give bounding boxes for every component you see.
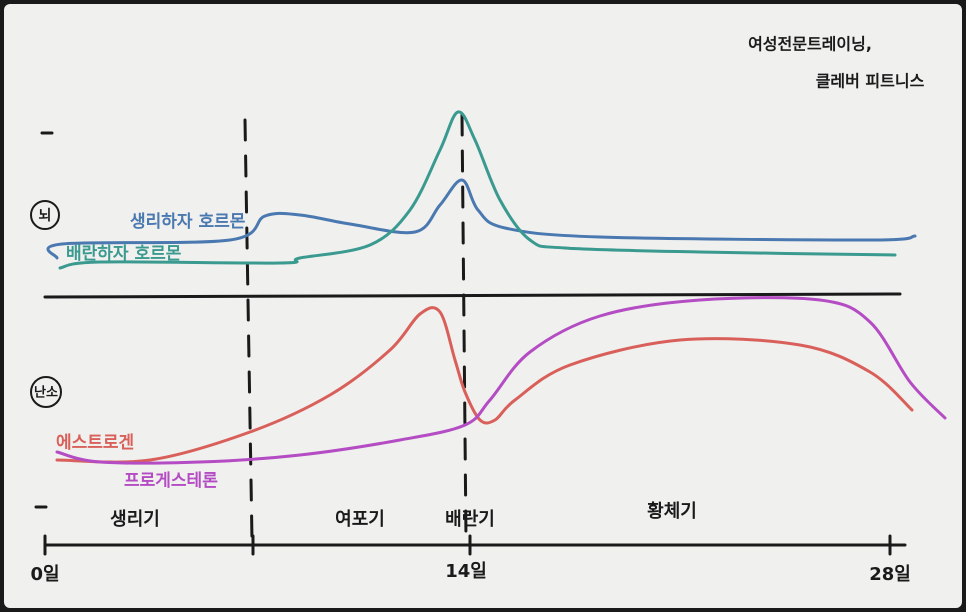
brand: 여성전문트레이닝, (748, 35, 872, 54)
circle (30, 200, 60, 230)
phase-label: 여포기 (335, 509, 385, 530)
curve-label: 프로게스테론 (124, 471, 218, 491)
axis-label: 0일 (30, 564, 59, 585)
hormone-curve (55, 306, 914, 464)
hormone-curve (55, 296, 947, 465)
curve-label: 배란하자 호르몬 (66, 244, 182, 264)
axis-label: 14일 (445, 561, 487, 582)
curve-label: 에스트로겐 (56, 433, 134, 453)
phase-label: 황체기 (647, 501, 697, 522)
divider (43, 292, 902, 299)
section-label: 난소 (34, 386, 58, 401)
axis-label: 28일 (869, 564, 911, 585)
phase-divider (460, 113, 468, 542)
paper (4, 4, 962, 608)
hormone-curve (46, 178, 917, 260)
axes (30, 113, 907, 556)
hormone-curve (58, 110, 897, 270)
phase-label: 생리기 (110, 509, 160, 530)
curve-label: 생리하자 호르몬 (130, 212, 246, 232)
curves (46, 110, 947, 465)
section-label: 뇌 (39, 208, 52, 224)
phase-label: 배란기 (445, 509, 495, 530)
labels: 여성전문트레이닝, 클레버 피트니스 뇌 난소 생리하자 호르몬 배란하자 호르… (30, 35, 924, 586)
brand: 클레버 피트니스 (816, 72, 925, 91)
circle (30, 376, 62, 408)
